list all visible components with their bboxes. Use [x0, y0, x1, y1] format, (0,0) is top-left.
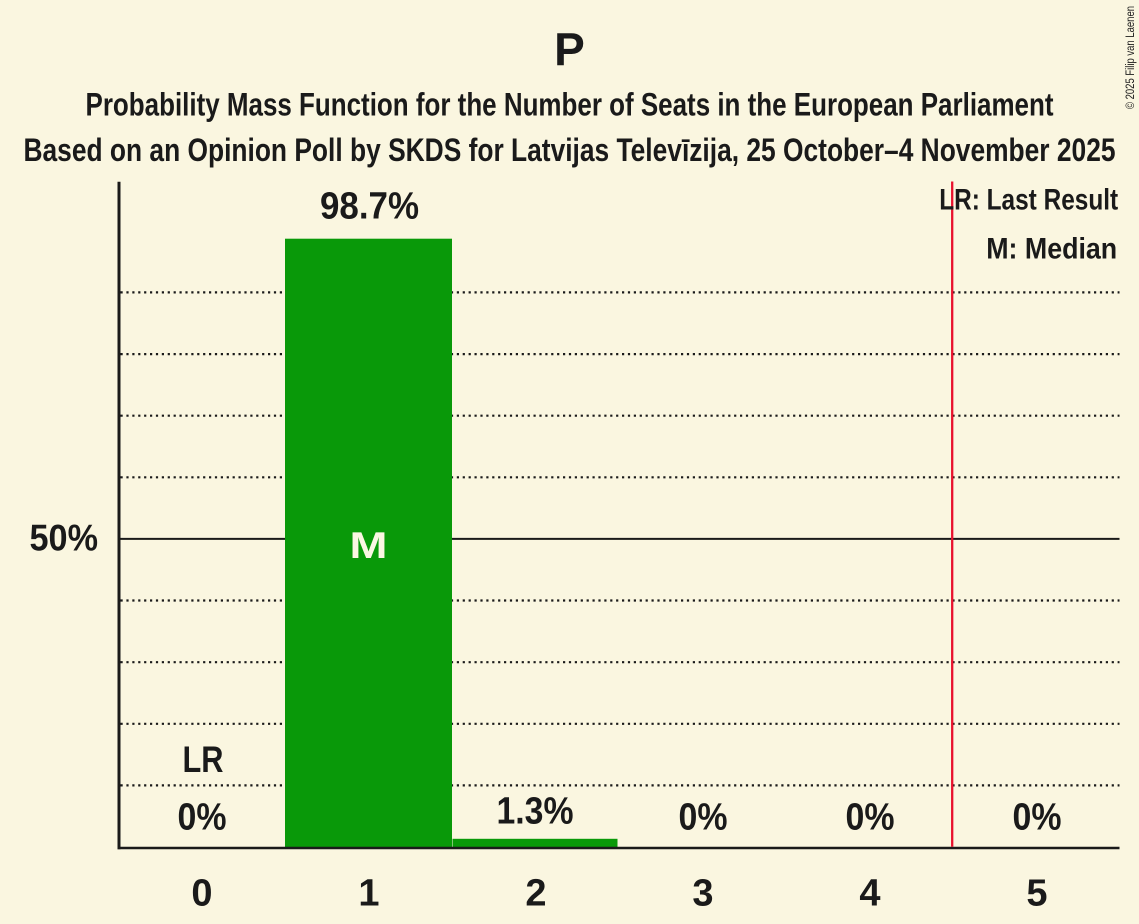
- svg-text:5: 5: [1026, 873, 1047, 915]
- svg-text:2: 2: [525, 873, 546, 915]
- svg-text:0%: 0%: [1013, 797, 1062, 839]
- svg-text:© 2025 Filip van Laenen: © 2025 Filip van Laenen: [1125, 6, 1137, 109]
- svg-text:LR: Last Result: LR: Last Result: [939, 184, 1118, 217]
- svg-text:Based on an Opinion Poll by SK: Based on an Opinion Poll by SKDS for Lat…: [24, 132, 1116, 168]
- svg-text:4: 4: [859, 873, 880, 915]
- svg-text:Probability Mass Function for: Probability Mass Function for the Number…: [86, 86, 1054, 122]
- svg-text:P: P: [554, 24, 585, 76]
- svg-text:0%: 0%: [679, 797, 728, 839]
- svg-text:M: M: [350, 525, 388, 566]
- svg-text:1: 1: [358, 873, 379, 915]
- svg-text:0: 0: [191, 873, 212, 915]
- svg-text:0%: 0%: [178, 797, 227, 839]
- svg-text:M: Median: M: Median: [986, 233, 1117, 266]
- svg-text:3: 3: [692, 873, 713, 915]
- svg-text:LR: LR: [183, 739, 224, 780]
- svg-text:0%: 0%: [846, 797, 895, 839]
- svg-text:50%: 50%: [30, 518, 99, 559]
- svg-text:98.7%: 98.7%: [320, 186, 419, 228]
- svg-text:1.3%: 1.3%: [497, 791, 574, 833]
